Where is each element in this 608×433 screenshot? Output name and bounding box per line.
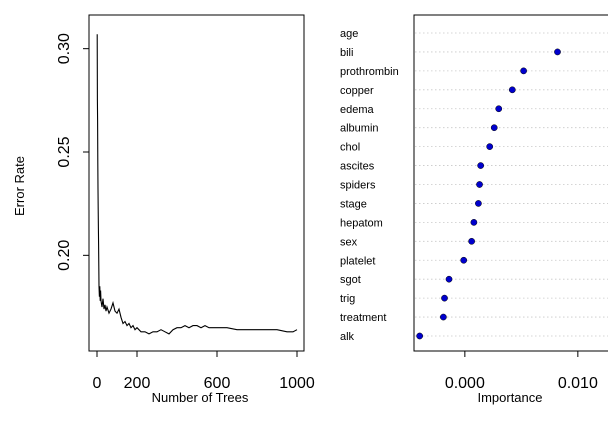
importance-point bbox=[416, 332, 423, 340]
importance-point bbox=[476, 181, 483, 188]
importance-variable-label: stage bbox=[340, 198, 367, 210]
importance-variable-label: platelet bbox=[340, 255, 375, 267]
importance-x-axis: 0.000 0.010 bbox=[445, 350, 598, 392]
error-rate-x-axis: 0 200 600 1000 bbox=[93, 350, 315, 392]
importance-variable-label: sgot bbox=[340, 274, 361, 286]
importance-variable-label: albumin bbox=[340, 123, 379, 135]
importance-variable-label: chol bbox=[340, 142, 360, 154]
importance-x-tick-label: 0.000 bbox=[445, 375, 485, 392]
importance-point bbox=[468, 237, 475, 245]
importance-point bbox=[508, 86, 516, 94]
error-rate-x-axis-title: Number of Trees bbox=[152, 390, 249, 405]
error-rate-x-tick-label: 1000 bbox=[279, 375, 315, 392]
importance-variable-label: age bbox=[340, 28, 358, 40]
importance-x-axis-title: Importance bbox=[477, 390, 542, 405]
importance-panel: age bili prothrombin copper edema albumin chol… bbox=[340, 14, 608, 405]
importance-variable-label: alk bbox=[340, 331, 355, 343]
importance-variable-label: ascites bbox=[340, 161, 375, 173]
importance-point bbox=[554, 48, 561, 56]
importance-point bbox=[486, 143, 494, 150]
importance-variable-label: hepatom bbox=[340, 217, 383, 229]
importance-point bbox=[470, 219, 478, 226]
importance-variable-label: copper bbox=[340, 85, 374, 97]
importance-variable-label: bili bbox=[340, 47, 353, 59]
error-rate-y-axis-title: Error Rate bbox=[12, 156, 27, 216]
importance-variable-label: sex bbox=[340, 236, 358, 248]
importance-point bbox=[445, 275, 453, 283]
error-rate-panel: 0 200 600 1000 0.20 0.25 0.30 Number of Trees… bbox=[12, 14, 315, 405]
importance-variable-label: spiders bbox=[340, 180, 376, 192]
error-rate-x-tick-label: 200 bbox=[124, 375, 151, 392]
error-rate-y-tick-label: 0.30 bbox=[56, 33, 73, 64]
importance-variable-label: prothrombin bbox=[340, 66, 399, 78]
importance-variable-label: edema bbox=[340, 104, 375, 116]
importance-point bbox=[495, 105, 503, 113]
error-rate-y-tick-label: 0.20 bbox=[56, 240, 73, 271]
importance-point bbox=[520, 67, 527, 75]
importance-point bbox=[440, 313, 447, 321]
error-rate-x-tick-label: 0 bbox=[93, 375, 102, 392]
importance-point bbox=[460, 256, 468, 264]
importance-point bbox=[475, 200, 482, 207]
error-rate-plot-frame bbox=[88, 14, 305, 352]
error-rate-x-tick-label: 600 bbox=[204, 375, 231, 392]
importance-point bbox=[441, 294, 448, 302]
importance-variable-label: treatment bbox=[340, 312, 386, 324]
error-rate-y-tick-label: 0.25 bbox=[56, 136, 73, 167]
importance-rows: age bili prothrombin copper edema albumin chol… bbox=[340, 28, 608, 343]
importance-point bbox=[477, 162, 485, 169]
importance-variable-label: trig bbox=[340, 293, 355, 305]
error-rate-line bbox=[96, 34, 298, 335]
importance-x-tick-label: 0.010 bbox=[558, 375, 598, 392]
error-rate-y-axis: 0.20 0.25 0.30 bbox=[56, 33, 90, 271]
importance-point bbox=[490, 124, 498, 132]
